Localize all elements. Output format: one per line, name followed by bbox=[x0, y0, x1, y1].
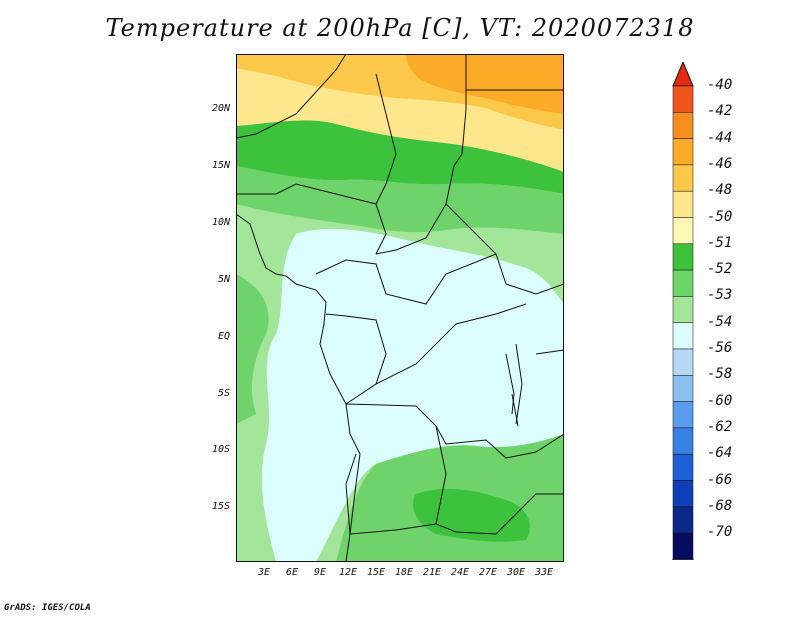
temperature-map bbox=[236, 54, 564, 562]
legend-swatch bbox=[672, 532, 694, 560]
grads-credit: GrADS: IGES/COLA bbox=[4, 603, 91, 613]
legend-swatch bbox=[672, 217, 694, 245]
legend-swatch bbox=[672, 190, 694, 218]
legend-swatch bbox=[672, 480, 694, 508]
band-south-green-dark bbox=[412, 488, 530, 542]
chart-title: Temperature at 200hPa [C], VT: 202007231… bbox=[105, 14, 695, 42]
legend-label: -70 bbox=[707, 524, 733, 541]
legend-swatch bbox=[672, 112, 694, 139]
legend-label: -44 bbox=[707, 129, 733, 146]
legend-swatch bbox=[672, 85, 694, 113]
lon-tick-18e: 18E bbox=[394, 567, 414, 578]
legend-swatch bbox=[672, 269, 694, 297]
legend-swatch bbox=[672, 138, 694, 166]
lon-tick-3e: 3E bbox=[257, 567, 271, 578]
lon-tick-12e: 12E bbox=[338, 567, 358, 578]
legend-label: -51 bbox=[707, 234, 733, 251]
lon-tick-9e: 9E bbox=[313, 567, 327, 578]
lat-tick-15s: 15S bbox=[211, 501, 230, 512]
coastline bbox=[236, 213, 519, 562]
legend-label: -66 bbox=[707, 471, 733, 488]
legend-label: -62 bbox=[707, 418, 733, 435]
lat-tick-15n: 15N bbox=[211, 160, 230, 171]
lon-tick-33e: 33E bbox=[534, 567, 554, 578]
legend-swatch bbox=[672, 427, 694, 455]
legend-swatch bbox=[672, 401, 694, 429]
legend-label: -64 bbox=[707, 445, 733, 462]
legend-swatch bbox=[672, 348, 694, 376]
legend-label: -42 bbox=[707, 103, 733, 120]
lon-tick-27e: 27E bbox=[478, 567, 498, 578]
legend-label: -40 bbox=[707, 77, 733, 93]
legend-label: -52 bbox=[707, 261, 733, 278]
legend-swatch bbox=[672, 322, 694, 350]
legend-swatch bbox=[672, 375, 694, 402]
legend-swatch bbox=[672, 506, 694, 534]
legend-label: -54 bbox=[707, 313, 733, 330]
lat-tick-10n: 10N bbox=[211, 217, 230, 228]
map-frame bbox=[236, 54, 564, 562]
legend-colorbar bbox=[672, 62, 694, 560]
band-green-dark bbox=[236, 120, 564, 194]
country-borders bbox=[236, 54, 564, 535]
legend-top-arrow bbox=[672, 62, 694, 87]
lon-tick-30e: 30E bbox=[506, 567, 526, 578]
lon-tick-6e: 6E bbox=[285, 567, 299, 578]
legend-label: -60 bbox=[707, 392, 733, 409]
legend-swatch bbox=[672, 164, 694, 192]
lat-tick-5n: 5N bbox=[217, 274, 230, 285]
legend-label: -48 bbox=[707, 182, 733, 199]
legend-label: -50 bbox=[707, 208, 733, 225]
band-orange-dark bbox=[406, 54, 564, 114]
lat-tick-20n: 20N bbox=[211, 103, 230, 114]
lon-tick-21e: 21E bbox=[422, 567, 442, 578]
legend-swatch bbox=[672, 296, 694, 323]
legend-label: -46 bbox=[707, 155, 733, 172]
band-green bbox=[236, 166, 564, 234]
legend-label: -53 bbox=[707, 287, 733, 304]
lon-tick-24e: 24E bbox=[450, 567, 470, 578]
legend-swatch bbox=[672, 243, 694, 271]
legend-label: -56 bbox=[707, 340, 733, 356]
band-cyan bbox=[261, 228, 564, 562]
legend-label: -68 bbox=[707, 497, 733, 514]
patch-green-west bbox=[236, 274, 269, 424]
legend-swatch bbox=[672, 453, 694, 481]
lon-tick-15e: 15E bbox=[366, 567, 386, 578]
lat-tick-10s: 10S bbox=[211, 444, 230, 455]
lat-tick-5s: 5S bbox=[217, 388, 230, 399]
lat-tick-eq: EQ bbox=[217, 331, 230, 342]
legend-label: -58 bbox=[707, 366, 733, 383]
legend-bottom-arrow bbox=[672, 558, 694, 560]
